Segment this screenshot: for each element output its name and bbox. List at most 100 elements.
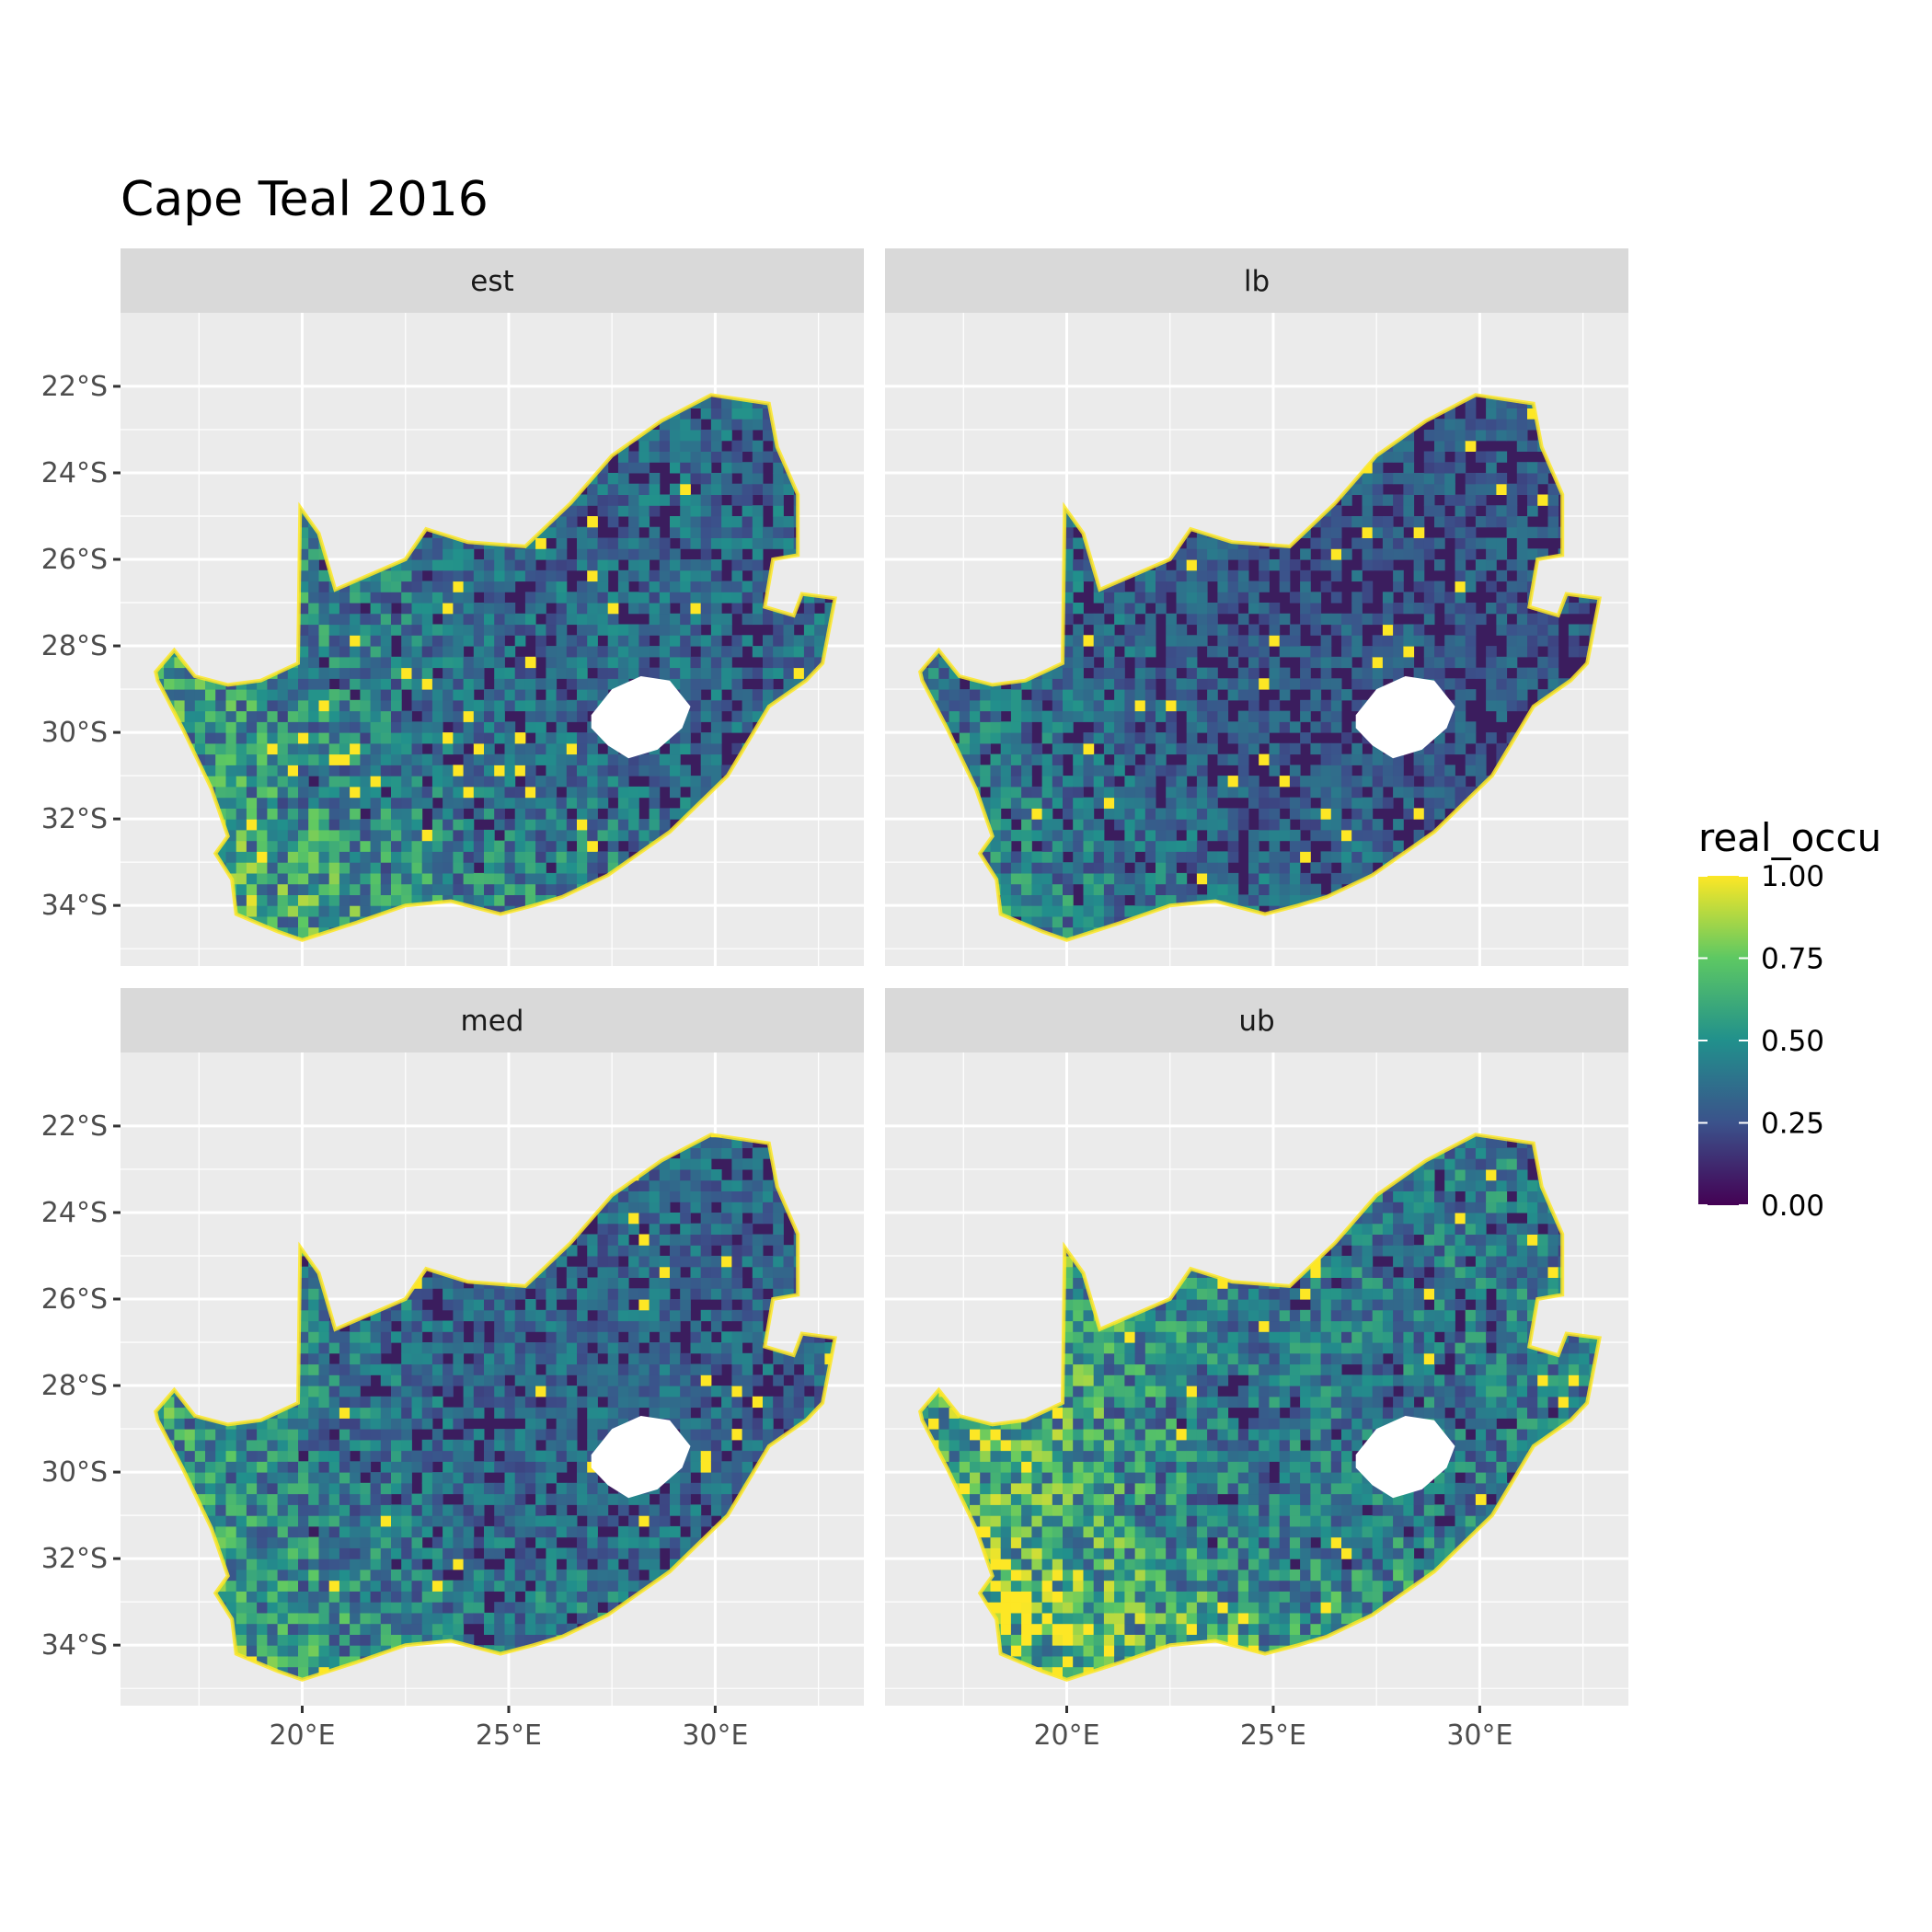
- raster-cell: [1134, 581, 1146, 592]
- raster-cell: [350, 797, 361, 809]
- raster-cell: [411, 851, 423, 863]
- raster-cell: [484, 829, 495, 842]
- raster-cell: [638, 656, 650, 669]
- raster-cell: [628, 592, 639, 604]
- raster-cell: [752, 699, 764, 712]
- raster-cell: [1207, 613, 1218, 626]
- raster-cell: [1021, 753, 1032, 765]
- raster-cell: [649, 440, 661, 452]
- raster-cell: [1031, 829, 1043, 842]
- raster-cell: [380, 678, 392, 690]
- raster-cell: [453, 689, 465, 701]
- raster-cell: [421, 559, 433, 571]
- raster-cell: [1196, 786, 1208, 799]
- raster-cell: [318, 710, 330, 722]
- raster-cell: [277, 721, 289, 733]
- raster-cell: [990, 851, 1002, 863]
- raster-cell: [370, 829, 382, 842]
- raster-cell: [680, 808, 691, 820]
- raster-cell: [535, 678, 546, 690]
- raster-cell: [587, 635, 598, 647]
- raster-cell: [1207, 721, 1218, 733]
- raster-cell: [184, 678, 196, 690]
- raster-cell: [1114, 797, 1125, 809]
- raster-cell: [1237, 569, 1249, 582]
- raster-cell: [473, 581, 485, 592]
- raster-cell: [607, 753, 619, 765]
- raster-cell: [597, 646, 609, 658]
- raster-cell: [484, 721, 495, 733]
- raster-cell: [1186, 765, 1198, 776]
- raster-cell: [524, 559, 536, 571]
- raster-cell: [514, 613, 526, 626]
- raster-cell: [710, 689, 722, 701]
- raster-cell: [1114, 581, 1125, 592]
- raster-cell: [473, 872, 485, 885]
- raster-cell: [463, 819, 475, 831]
- raster-cell: [1073, 872, 1084, 885]
- raster-cell: [1227, 851, 1239, 863]
- raster-cell: [1320, 862, 1332, 874]
- raster-cell: [298, 894, 309, 906]
- raster-cell: [473, 646, 485, 658]
- raster-cell: [1196, 840, 1208, 852]
- raster-cell: [1320, 776, 1332, 788]
- raster-cell: [1259, 548, 1270, 560]
- raster-cell: [1041, 776, 1053, 788]
- raster-cell: [174, 667, 186, 679]
- raster-cell: [205, 710, 216, 722]
- raster-cell: [628, 505, 639, 517]
- raster-cell: [577, 732, 588, 744]
- raster-cell: [587, 516, 598, 528]
- raster-cell: [1237, 819, 1249, 831]
- raster-cell: [680, 430, 691, 442]
- raster-cell: [1156, 862, 1167, 874]
- raster-cell: [360, 819, 372, 831]
- raster-cell: [1196, 581, 1208, 592]
- raster-cell: [1248, 646, 1259, 658]
- raster-cell: [328, 656, 340, 669]
- raster-cell: [617, 526, 629, 538]
- raster-cell: [566, 656, 578, 669]
- raster-cell: [504, 786, 516, 799]
- raster-cell: [277, 862, 289, 874]
- raster-cell: [649, 526, 661, 538]
- raster-cell: [649, 430, 661, 442]
- raster-cell: [607, 516, 619, 528]
- raster-cell: [1093, 883, 1105, 895]
- raster-cell: [690, 786, 702, 799]
- raster-cell: [431, 732, 443, 744]
- raster-cell: [421, 894, 433, 906]
- raster-cell: [1196, 851, 1208, 863]
- raster-cell: [308, 926, 319, 938]
- raster-cell: [577, 840, 588, 852]
- raster-cell: [752, 451, 764, 463]
- raster-cell: [328, 753, 340, 765]
- raster-cell: [473, 840, 485, 852]
- raster-cell: [443, 656, 454, 669]
- raster-cell: [298, 624, 309, 636]
- raster-cell: [391, 797, 402, 809]
- raster-cell: [401, 635, 412, 647]
- raster-cell: [607, 776, 619, 788]
- raster-cell: [638, 494, 650, 506]
- raster-cell: [949, 721, 960, 733]
- raster-cell: [1300, 603, 1311, 615]
- raster-cell: [566, 603, 578, 615]
- raster-cell: [535, 732, 546, 744]
- raster-cell: [1031, 819, 1043, 831]
- raster-cell: [680, 569, 691, 582]
- raster-cell: [990, 840, 1002, 852]
- raster-cell: [1093, 851, 1105, 863]
- raster-cell: [308, 862, 319, 874]
- raster-cell: [1186, 786, 1198, 799]
- raster-cell: [1330, 872, 1342, 885]
- raster-cell: [1063, 537, 1074, 549]
- raster-cell: [659, 569, 671, 582]
- raster-cell: [1114, 862, 1125, 874]
- raster-cell: [1237, 732, 1249, 744]
- raster-cell: [1196, 742, 1208, 755]
- raster-cell: [308, 753, 319, 765]
- raster-cell: [1010, 883, 1022, 895]
- panels: est22°S24°S26°S28°S30°S32°S34°Slbmed22°S…: [41, 248, 1628, 1752]
